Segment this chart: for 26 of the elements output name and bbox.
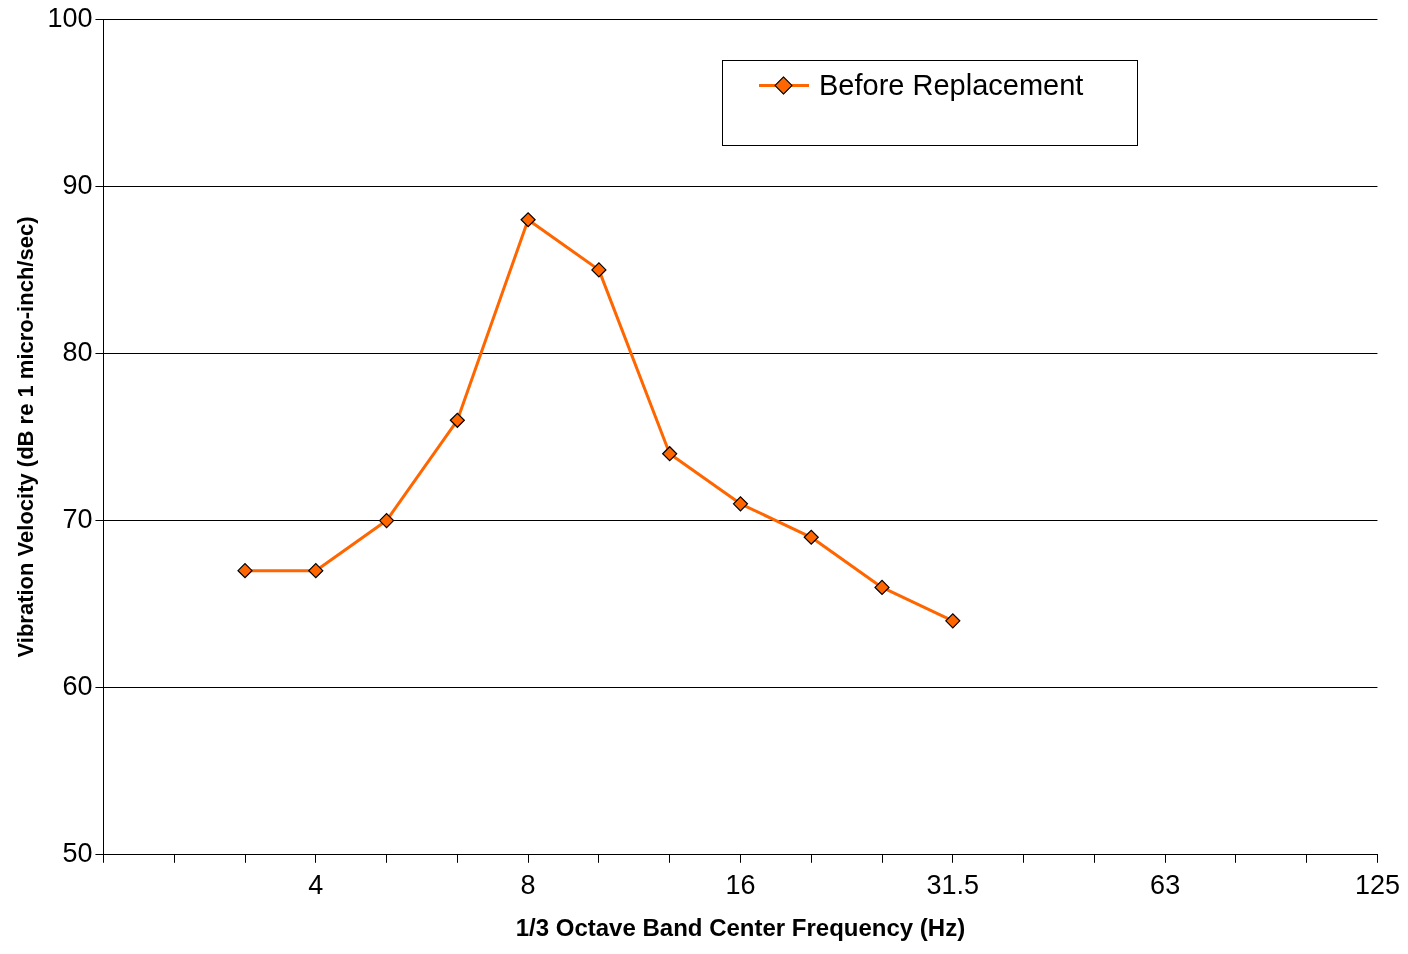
x-tick-label: 4 bbox=[308, 870, 324, 901]
y-tick-label: 70 bbox=[62, 504, 93, 535]
point bbox=[378, 512, 395, 529]
point bbox=[874, 579, 890, 596]
x-axis-title: 1/3 Octave Band Center Frequency (Hz) bbox=[515, 914, 966, 942]
point bbox=[803, 529, 819, 545]
point bbox=[662, 446, 678, 462]
legend-label: Before Replacement bbox=[819, 69, 1084, 102]
y-tick-label: 50 bbox=[62, 838, 93, 869]
y-tick-label: 100 bbox=[47, 2, 93, 33]
x-tick-label: 31.5 bbox=[926, 870, 980, 901]
y-tick-label: 60 bbox=[62, 671, 93, 702]
y-tick-label: 80 bbox=[62, 336, 93, 367]
point bbox=[732, 496, 749, 512]
x-tick-label: 125 bbox=[1354, 870, 1401, 901]
point bbox=[591, 262, 607, 278]
point bbox=[520, 212, 536, 228]
y-axis-title: Vibration Velocity (dB re 1 micro-inch/sec) bbox=[13, 216, 39, 658]
x-tick-label: 8 bbox=[520, 870, 536, 901]
x-tick-label: 63 bbox=[1150, 870, 1181, 901]
point bbox=[449, 412, 465, 428]
point bbox=[308, 563, 324, 579]
point bbox=[237, 563, 253, 579]
point bbox=[945, 613, 961, 629]
x-tick-label: 16 bbox=[725, 870, 756, 901]
y-tick-label: 90 bbox=[62, 169, 93, 200]
